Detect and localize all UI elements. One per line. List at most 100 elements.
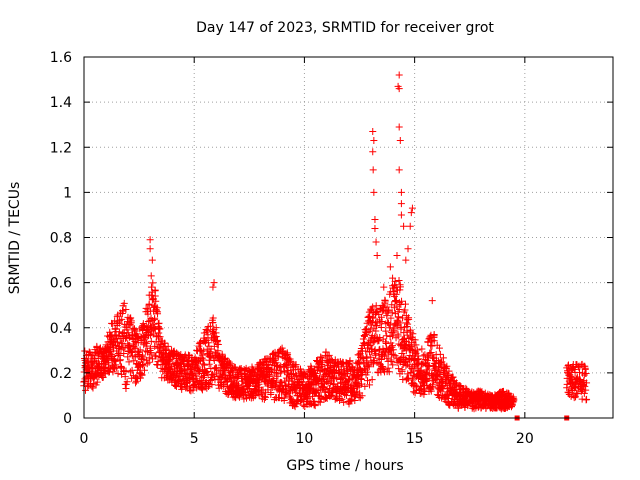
data-point	[195, 339, 203, 347]
grid	[84, 57, 613, 418]
data-point	[405, 335, 413, 343]
data-point	[499, 387, 507, 395]
data-point	[286, 394, 294, 402]
spike-point	[395, 85, 403, 93]
data-point	[214, 340, 222, 348]
spike-point	[146, 245, 154, 253]
data-point	[251, 392, 259, 400]
data-point	[439, 354, 447, 362]
data-point	[417, 367, 425, 375]
spike-point	[210, 279, 218, 287]
data-point	[117, 362, 125, 370]
data-point	[147, 283, 155, 291]
x-tick-label: 20	[516, 431, 534, 447]
data-point	[403, 331, 411, 339]
y-tick-label: 1	[63, 185, 72, 201]
data-point	[344, 380, 352, 388]
spike-point	[370, 136, 378, 144]
spike-point	[428, 297, 436, 305]
data-point	[575, 368, 583, 376]
y-tick-label: 0.4	[50, 321, 72, 337]
data-point	[230, 378, 238, 386]
data-point	[136, 346, 144, 354]
data-point	[99, 373, 107, 381]
data-point	[340, 398, 348, 406]
data-point	[272, 377, 280, 385]
data-point	[396, 319, 404, 327]
data-point	[570, 394, 578, 402]
data-point	[204, 339, 212, 347]
data-point	[412, 381, 420, 389]
data-point	[386, 324, 394, 332]
data-point	[206, 377, 214, 385]
data-point	[368, 376, 376, 384]
data-point	[413, 346, 421, 354]
data-point	[154, 358, 162, 366]
data-point	[388, 342, 396, 350]
x-tick-label: 10	[296, 431, 314, 447]
spike-point	[148, 256, 156, 264]
data-point	[311, 402, 319, 410]
data-point	[580, 389, 588, 397]
data-point	[424, 352, 432, 360]
spike-point	[147, 272, 155, 280]
data-point	[376, 345, 384, 353]
data-point	[454, 404, 462, 412]
data-point	[580, 371, 588, 379]
data-point	[199, 356, 207, 364]
data-point	[348, 375, 356, 383]
data-point	[299, 401, 307, 409]
y-tick-label: 0	[63, 411, 72, 427]
data-point	[126, 320, 134, 328]
data-point	[277, 367, 285, 375]
data-point	[436, 371, 444, 379]
data-point	[115, 328, 123, 336]
spike-point	[395, 166, 403, 174]
data-point	[451, 380, 459, 388]
data-point	[231, 363, 239, 371]
data-point	[82, 386, 90, 394]
data-point	[423, 375, 431, 383]
data-point	[131, 327, 139, 335]
data-point	[186, 382, 194, 390]
data-point	[274, 363, 282, 371]
data-point	[338, 395, 346, 403]
data-point	[274, 352, 282, 360]
data-point	[399, 314, 407, 322]
data-point	[271, 381, 279, 389]
data-point	[126, 368, 134, 376]
data-point	[376, 319, 384, 327]
data-point	[382, 327, 390, 335]
data-point	[462, 384, 470, 392]
data-point	[427, 387, 435, 395]
spike-point	[371, 215, 379, 223]
data-point	[366, 326, 374, 334]
data-point	[109, 368, 117, 376]
data-point	[308, 379, 316, 387]
data-point	[387, 314, 395, 322]
data-point	[435, 344, 443, 352]
data-point	[155, 319, 163, 327]
data-point	[380, 304, 388, 312]
data-point	[445, 367, 453, 375]
data-point	[404, 374, 412, 382]
spike-point	[402, 256, 410, 264]
data-point	[383, 303, 391, 311]
data-point	[304, 395, 312, 403]
data-point	[279, 347, 287, 355]
data-point	[388, 309, 396, 317]
data-point	[221, 355, 229, 363]
data-point	[267, 390, 275, 398]
data-point	[209, 314, 217, 322]
data-point	[394, 332, 402, 340]
spike-point	[369, 127, 377, 135]
data-point	[142, 304, 150, 312]
data-point	[227, 360, 235, 368]
data-point	[81, 347, 89, 355]
data-point	[317, 353, 325, 361]
data-point	[384, 364, 392, 372]
data-point	[402, 319, 410, 327]
data-point	[377, 323, 385, 331]
data-point	[122, 367, 130, 375]
